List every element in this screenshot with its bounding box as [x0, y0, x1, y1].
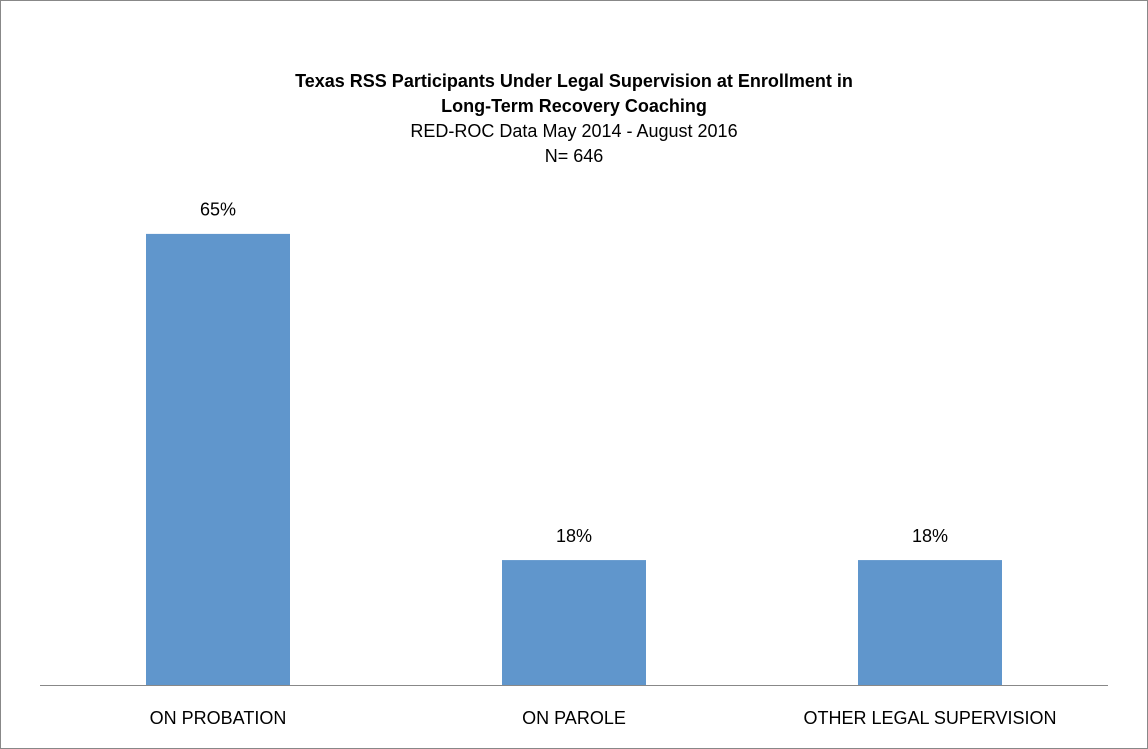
bar: [858, 560, 1002, 685]
x-tick-label: OTHER LEGAL SUPERVISION: [803, 708, 1056, 728]
chart-subtitle: RED-ROC Data May 2014 - August 2016: [410, 121, 737, 141]
x-tick-label: ON PAROLE: [522, 708, 626, 728]
data-label: 18%: [556, 526, 592, 546]
bar: [502, 560, 646, 685]
chart-subtitle: N= 646: [545, 146, 604, 166]
data-label: 18%: [912, 526, 948, 546]
data-label: 65%: [200, 200, 236, 220]
x-tick-label: ON PROBATION: [150, 708, 287, 728]
chart-title: Long-Term Recovery Coaching: [441, 96, 707, 116]
bar: [146, 233, 290, 685]
chart-title: Texas RSS Participants Under Legal Super…: [295, 71, 853, 91]
